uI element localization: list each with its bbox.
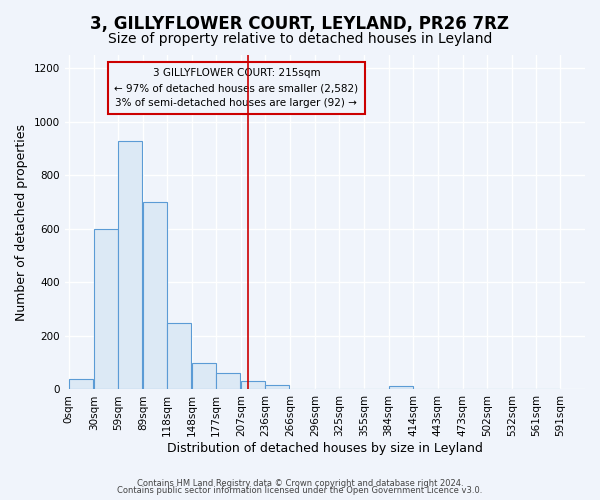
Bar: [69, 379, 93, 390]
Y-axis label: Number of detached properties: Number of detached properties: [15, 124, 28, 320]
Text: 3 GILLYFLOWER COURT: 215sqm
← 97% of detached houses are smaller (2,582)
3% of s: 3 GILLYFLOWER COURT: 215sqm ← 97% of det…: [115, 68, 358, 108]
Bar: [94, 230, 118, 390]
Text: 3, GILLYFLOWER COURT, LEYLAND, PR26 7RZ: 3, GILLYFLOWER COURT, LEYLAND, PR26 7RZ: [91, 15, 509, 33]
Text: Size of property relative to detached houses in Leyland: Size of property relative to detached ho…: [108, 32, 492, 46]
Bar: [241, 380, 265, 390]
Bar: [265, 384, 289, 390]
Bar: [216, 374, 241, 390]
Text: Contains HM Land Registry data © Crown copyright and database right 2024.: Contains HM Land Registry data © Crown c…: [137, 478, 463, 488]
X-axis label: Distribution of detached houses by size in Leyland: Distribution of detached houses by size …: [167, 442, 483, 455]
Bar: [143, 202, 167, 390]
Text: Contains public sector information licensed under the Open Government Licence v3: Contains public sector information licen…: [118, 486, 482, 495]
Bar: [167, 323, 191, 390]
Bar: [118, 140, 142, 390]
Bar: [389, 386, 413, 390]
Bar: [192, 363, 216, 390]
